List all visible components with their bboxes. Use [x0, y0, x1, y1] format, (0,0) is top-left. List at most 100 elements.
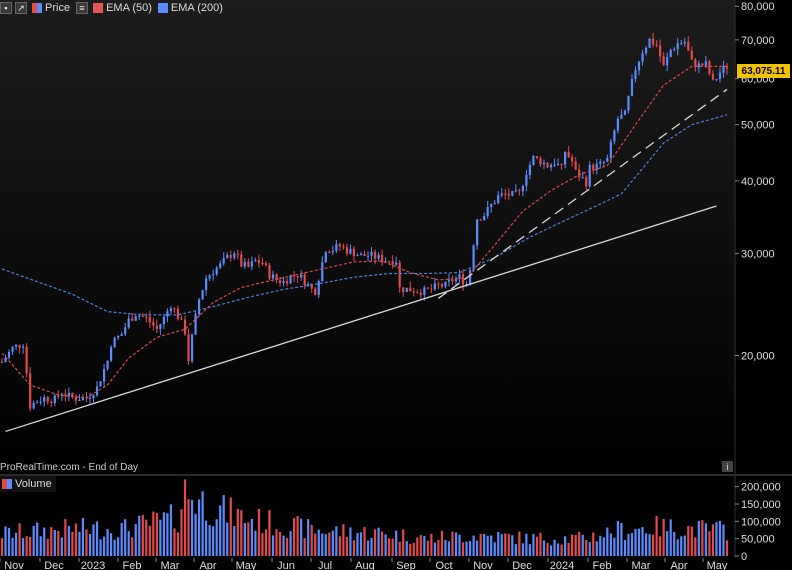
ema50-line [1, 65, 727, 399]
volume-bar [606, 527, 609, 556]
volume-bar [560, 544, 563, 556]
candle [180, 318, 183, 320]
volume-bar [120, 523, 123, 556]
time-tick-label: Sep [396, 560, 416, 570]
volume-bar [454, 532, 458, 556]
candle [486, 206, 489, 217]
volume-bar [155, 512, 158, 556]
candle [271, 274, 275, 279]
candle [405, 287, 408, 293]
volume-bar [57, 530, 60, 556]
volume-bar [229, 497, 232, 556]
candle [250, 261, 253, 267]
candle [666, 56, 669, 66]
volume-bar [43, 527, 46, 556]
candle [243, 261, 246, 267]
candle [676, 43, 679, 50]
time-tick-label: Apr [670, 560, 687, 570]
candle [88, 397, 92, 399]
candle [571, 156, 574, 162]
candle [402, 287, 405, 293]
volume-bar [525, 533, 528, 556]
volume-bar [4, 526, 7, 556]
candle [718, 72, 722, 80]
candle [659, 45, 662, 57]
volume-bar [416, 537, 419, 556]
volume-bar [659, 536, 662, 556]
volume-bar [609, 533, 612, 556]
volume-bar [599, 535, 602, 556]
volume-bar [233, 526, 236, 556]
info-icon[interactable]: i [722, 461, 733, 472]
candle [609, 141, 612, 158]
volume-bar [152, 511, 155, 556]
volume-bar [243, 523, 246, 556]
candle [289, 275, 292, 284]
volume-bar [433, 542, 436, 556]
candle [433, 283, 436, 290]
last-price-badge: 63,075.11 [737, 64, 790, 78]
candle [356, 255, 359, 257]
volume-bar [715, 522, 718, 556]
collapse-icon[interactable]: ▪ [0, 2, 12, 14]
candle [511, 190, 514, 196]
volume-bar [430, 533, 433, 556]
candle [324, 252, 327, 263]
candle [32, 402, 35, 409]
volume-bar [409, 543, 412, 556]
candle [630, 79, 634, 96]
candle [606, 157, 609, 162]
volume-bar [356, 533, 359, 556]
candle [493, 203, 496, 205]
volume-bar [673, 531, 676, 556]
volume-bar [285, 538, 289, 556]
candle [454, 277, 458, 282]
settings-icon[interactable]: ≡ [76, 2, 89, 14]
time-axis-ticks: Nov Dec 2023 Feb Mar Apr May Jun Jul Aug Sep Oct Nov… [0, 558, 728, 570]
volume-bar [240, 510, 243, 556]
volume-bar [183, 479, 187, 556]
volume-bar [85, 529, 88, 556]
volume-bar [314, 533, 317, 556]
time-tick-label: Mar [161, 560, 180, 570]
volume-bar [479, 533, 482, 556]
volume-bar [556, 543, 560, 556]
candle [380, 254, 384, 263]
volume-bar [666, 531, 669, 556]
candle [247, 261, 250, 267]
candle [285, 281, 289, 284]
time-tick-label: May [236, 560, 257, 570]
price-panel-background [0, 0, 735, 474]
volume-bar [264, 529, 268, 556]
candle [472, 245, 475, 271]
candle [585, 177, 588, 187]
volume-bar [300, 518, 303, 556]
candle [169, 308, 173, 312]
add-indicator-icon[interactable]: ↗ [15, 2, 27, 14]
volume-bar [7, 527, 11, 556]
candle [278, 280, 282, 284]
volume-bar [493, 542, 496, 556]
candle [233, 253, 236, 258]
dashed-trendline [438, 88, 728, 299]
volume-bar [328, 532, 331, 556]
candle [546, 162, 549, 168]
volume-bar [169, 504, 173, 556]
volume-bar [254, 530, 257, 556]
candle [352, 248, 356, 257]
volume-bar [110, 533, 113, 556]
candle [673, 49, 676, 51]
volume-bar [585, 539, 588, 556]
candle [317, 281, 320, 295]
candle [229, 254, 232, 258]
volume-bar [261, 533, 264, 556]
time-tick-label: Mar [632, 560, 651, 570]
candle [370, 251, 373, 256]
volume-bar [81, 517, 85, 556]
candle [644, 47, 648, 54]
volume-bar [53, 530, 56, 556]
volume-bar [465, 541, 468, 556]
candle [212, 274, 215, 276]
candle [447, 279, 451, 282]
candle [715, 79, 718, 81]
